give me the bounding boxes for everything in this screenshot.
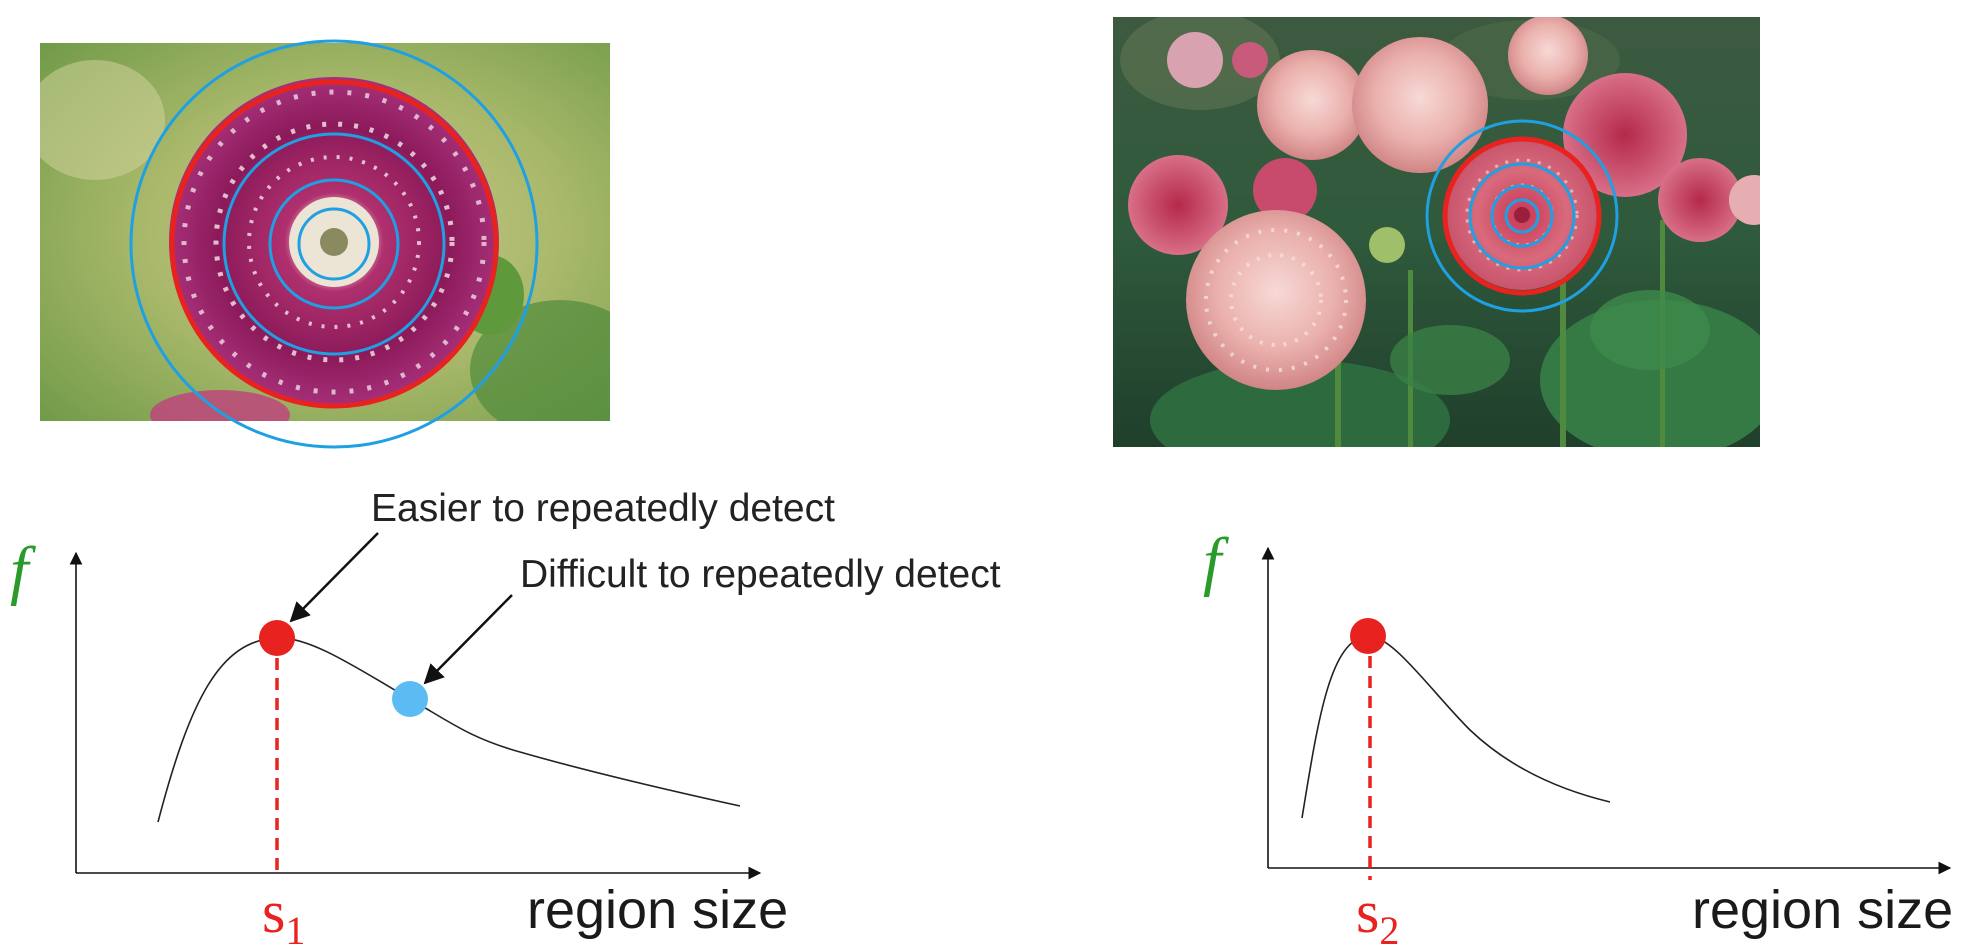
right-x-axis-label: region size bbox=[1692, 880, 1953, 940]
right-blue-circle-1 bbox=[1504, 198, 1540, 234]
right-peak-point bbox=[1350, 618, 1386, 654]
left-s1-label: s1 bbox=[262, 879, 305, 948]
left-response-curve bbox=[157, 637, 741, 823]
left-peak-point bbox=[259, 620, 295, 656]
difficult-annotation: Difficult to repeatedly detect bbox=[520, 553, 1001, 596]
right-s2-label: s2 bbox=[1356, 879, 1399, 948]
left-scale-circles bbox=[129, 39, 539, 449]
right-f-axis-label: f bbox=[1203, 525, 1229, 598]
difficult-arrow bbox=[423, 594, 513, 685]
left-blue-circle-3 bbox=[222, 132, 446, 356]
easier-arrow bbox=[289, 532, 379, 623]
left-blue-point bbox=[392, 681, 428, 717]
left-x-axis-label: region size bbox=[527, 880, 788, 940]
pink-dahlia bbox=[1128, 155, 1228, 255]
right-response-curve bbox=[1301, 635, 1611, 819]
left-f-axis-label: f bbox=[10, 534, 36, 607]
single-dahlia-photo bbox=[40, 43, 610, 421]
right-scale-circles bbox=[1425, 119, 1619, 313]
left-response-plot: f Easier to repeatedly detect Difficult … bbox=[10, 487, 1001, 948]
right-blue-circle-2 bbox=[1490, 184, 1554, 248]
right-red-circle bbox=[1442, 136, 1602, 296]
right-outer-blue-circle bbox=[1425, 119, 1619, 313]
dahlia-garden-photo bbox=[1113, 17, 1760, 447]
left-outer-blue-circle bbox=[129, 39, 539, 449]
easier-annotation: Easier to repeatedly detect bbox=[371, 487, 835, 530]
left-blue-circle-2 bbox=[268, 178, 400, 310]
right-response-plot: f s2 region size bbox=[1203, 525, 1953, 948]
right-blue-circle-3 bbox=[1468, 162, 1576, 270]
left-blue-circle-1 bbox=[297, 207, 371, 281]
left-red-circle bbox=[169, 79, 499, 409]
